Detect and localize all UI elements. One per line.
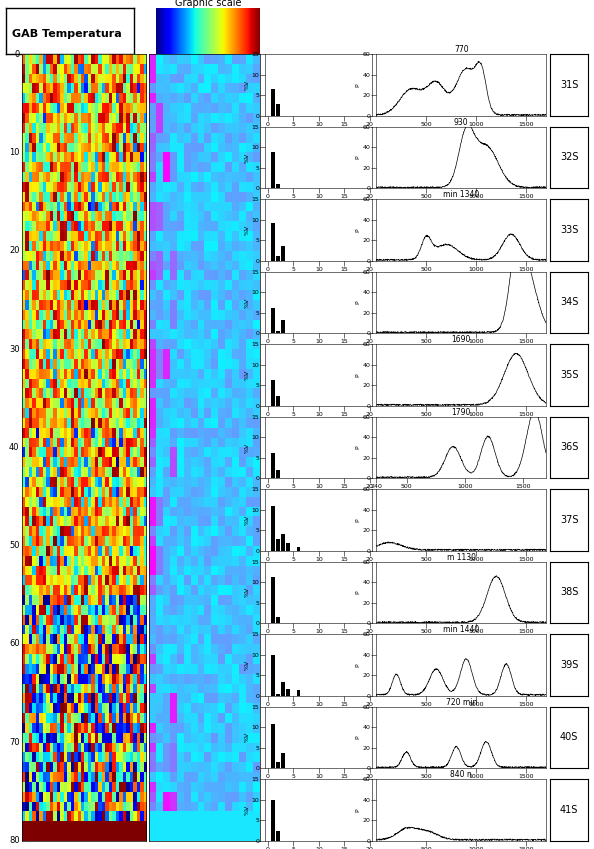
- Text: 20: 20: [9, 246, 20, 256]
- Bar: [271, 577, 274, 623]
- Y-axis label: P: P: [356, 518, 361, 521]
- Bar: [296, 547, 300, 551]
- Text: 36S: 36S: [560, 442, 579, 453]
- Bar: [276, 396, 280, 406]
- Text: 40S: 40S: [560, 733, 579, 742]
- Text: GAB Temperatura: GAB Temperatura: [12, 29, 122, 39]
- Title: Graphic scale: Graphic scale: [175, 0, 241, 8]
- Title: 720 min: 720 min: [446, 698, 477, 706]
- X-axis label: harmonics: harmonics: [302, 491, 335, 496]
- Y-axis label: %V: %V: [245, 660, 250, 670]
- Text: 0: 0: [156, 80, 163, 89]
- X-axis label: harmonics: harmonics: [302, 346, 335, 351]
- X-axis label: harmonics: harmonics: [302, 128, 335, 133]
- Y-axis label: %V: %V: [245, 588, 250, 598]
- Bar: [286, 689, 290, 695]
- Text: 40: 40: [9, 443, 20, 452]
- Y-axis label: %V: %V: [245, 152, 250, 162]
- Title: 1790: 1790: [451, 408, 471, 417]
- Text: 35S: 35S: [560, 370, 579, 380]
- Bar: [276, 617, 280, 623]
- Bar: [271, 506, 274, 551]
- X-axis label: harmonics: harmonics: [302, 273, 335, 278]
- Bar: [271, 655, 274, 695]
- Text: 41S: 41S: [560, 805, 579, 815]
- Title: 770: 770: [454, 45, 469, 54]
- Bar: [271, 223, 274, 261]
- Bar: [276, 694, 280, 695]
- Title: m 1130: m 1130: [447, 553, 476, 561]
- X-axis label: harmonics: harmonics: [302, 201, 335, 205]
- Bar: [271, 89, 274, 115]
- Y-axis label: P: P: [356, 735, 361, 739]
- Title: min 1340: min 1340: [443, 190, 479, 200]
- Y-axis label: %V: %V: [245, 732, 250, 742]
- X-axis label: harmonics: harmonics: [302, 563, 335, 568]
- Text: 37S: 37S: [560, 514, 579, 525]
- Bar: [271, 724, 274, 768]
- Text: 39S: 39S: [560, 660, 579, 670]
- Text: 34S: 34S: [560, 297, 579, 307]
- Bar: [271, 152, 274, 188]
- Bar: [276, 104, 280, 115]
- Text: 50: 50: [9, 541, 20, 550]
- Y-axis label: %V: %V: [245, 514, 250, 525]
- Bar: [282, 753, 285, 768]
- Bar: [282, 682, 285, 695]
- Y-axis label: P: P: [356, 155, 361, 160]
- Bar: [286, 543, 290, 551]
- Y-axis label: P: P: [356, 373, 361, 377]
- Y-axis label: %V: %V: [245, 370, 250, 380]
- Y-axis label: P: P: [356, 228, 361, 232]
- Y-axis label: P: P: [356, 591, 361, 594]
- Bar: [271, 453, 274, 478]
- Y-axis label: P: P: [356, 83, 361, 87]
- Title: 930: 930: [454, 118, 469, 127]
- Bar: [276, 539, 280, 551]
- Y-axis label: P: P: [356, 663, 361, 666]
- Y-axis label: P: P: [356, 301, 361, 304]
- Title: min 1440: min 1440: [443, 625, 479, 634]
- Text: 33S: 33S: [560, 225, 579, 235]
- Bar: [271, 800, 274, 841]
- Bar: [271, 307, 274, 333]
- Title: 840 n: 840 n: [450, 770, 472, 779]
- Y-axis label: P: P: [356, 446, 361, 449]
- Text: 30: 30: [9, 345, 20, 353]
- Y-axis label: %V: %V: [245, 805, 250, 815]
- Bar: [276, 470, 280, 478]
- Text: 32S: 32S: [560, 153, 579, 162]
- Bar: [276, 184, 280, 188]
- Bar: [296, 690, 300, 695]
- Text: 80: 80: [9, 836, 20, 845]
- Text: 0: 0: [14, 50, 20, 59]
- Y-axis label: %V: %V: [245, 442, 250, 453]
- Text: 70: 70: [9, 738, 20, 747]
- Y-axis label: P: P: [356, 808, 361, 812]
- X-axis label: harmonics: harmonics: [302, 419, 335, 424]
- Bar: [276, 331, 280, 333]
- Text: 38S: 38S: [560, 588, 579, 598]
- Text: 60: 60: [9, 639, 20, 649]
- X-axis label: harmonics: harmonics: [302, 781, 335, 785]
- Text: 10: 10: [9, 148, 20, 157]
- Bar: [276, 256, 280, 261]
- Bar: [282, 534, 285, 551]
- Bar: [271, 380, 274, 406]
- Y-axis label: %V: %V: [245, 80, 250, 90]
- Bar: [282, 246, 285, 261]
- Y-axis label: %V: %V: [245, 297, 250, 307]
- X-axis label: harmonics: harmonics: [302, 636, 335, 641]
- Y-axis label: %V: %V: [245, 225, 250, 235]
- X-axis label: harmonics: harmonics: [302, 708, 335, 713]
- Text: 31S: 31S: [560, 80, 579, 90]
- Bar: [276, 831, 280, 841]
- Bar: [282, 319, 285, 333]
- Title: 1690: 1690: [451, 335, 471, 344]
- Bar: [276, 762, 280, 768]
